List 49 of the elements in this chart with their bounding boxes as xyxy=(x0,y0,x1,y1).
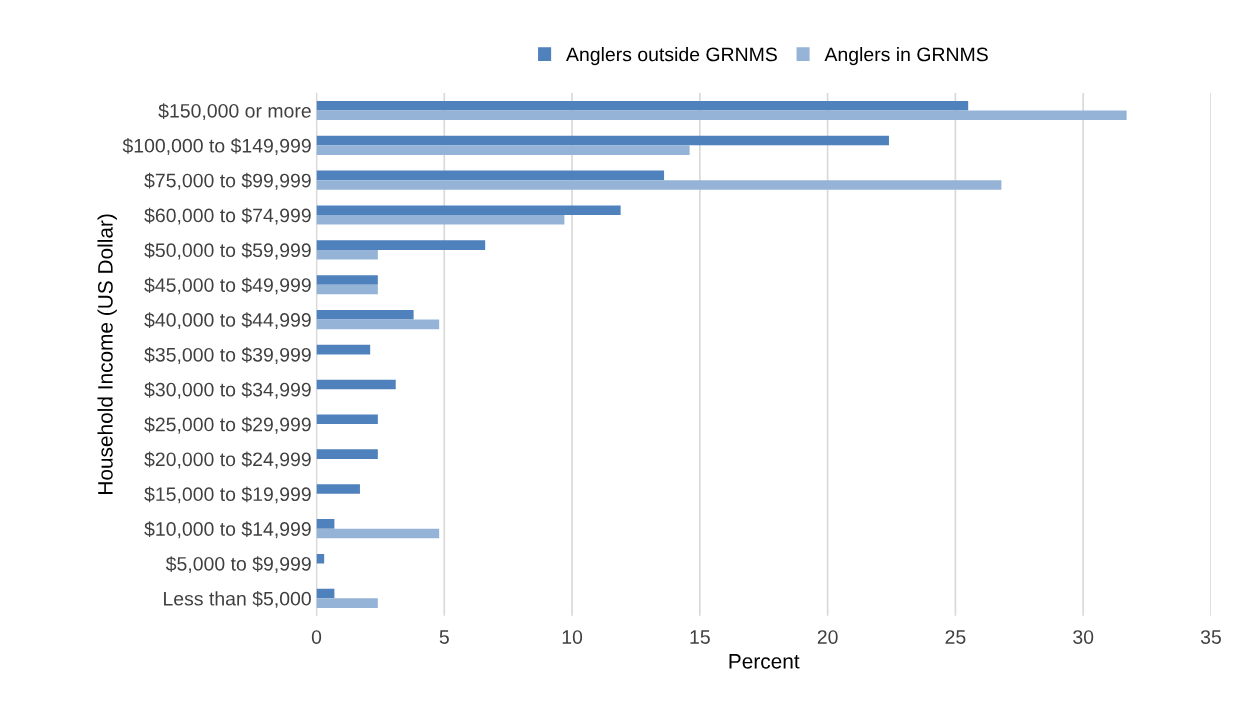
bar xyxy=(316,598,378,608)
bar xyxy=(316,379,396,390)
bar xyxy=(316,180,1002,190)
bar xyxy=(316,484,360,494)
y-axis-title: Household Income (US Dollar) xyxy=(97,214,117,494)
y-tick-label: $100,000 to $149,999 xyxy=(122,138,311,155)
bar xyxy=(316,145,690,155)
y-tick-label: $25,000 to $29,999 xyxy=(144,416,311,434)
y-tick-label: $45,000 to $49,999 xyxy=(144,277,311,295)
y-tick-label: $40,000 to $44,999 xyxy=(144,312,311,330)
y-tick-label: $30,000 to $34,999 xyxy=(144,381,311,399)
bar xyxy=(316,284,378,295)
y-tick-label: Less than $5,000 xyxy=(164,590,311,608)
y-tick-label: $5,000 to $9,999 xyxy=(165,556,311,574)
bar xyxy=(316,110,1127,121)
x-tick-label: 35 xyxy=(1200,630,1221,644)
y-tick-label: $150,000 or more xyxy=(158,103,311,121)
x-tick-label: 10 xyxy=(562,630,583,644)
bar xyxy=(316,215,565,225)
bar xyxy=(316,240,486,250)
y-tick-label: $35,000 to $39,999 xyxy=(144,347,311,364)
y-tick-label: $50,000 to $59,999 xyxy=(144,242,311,260)
bar xyxy=(316,519,335,529)
y-tick-label: $10,000 to $14,999 xyxy=(144,521,311,539)
y-tick-label: $75,000 to $99,999 xyxy=(144,172,311,190)
bar xyxy=(316,414,378,425)
y-tick-label: $60,000 to $74,999 xyxy=(144,207,311,225)
bar xyxy=(316,275,378,285)
x-tick-label: 30 xyxy=(1073,630,1094,644)
legend-label: Anglers in GRNMS xyxy=(824,47,988,66)
bar xyxy=(316,319,440,330)
x-tick-label: 0 xyxy=(311,630,322,644)
bar xyxy=(316,205,621,216)
legend-label: Anglers outside GRNMS xyxy=(566,47,777,66)
bar xyxy=(316,100,969,111)
bar xyxy=(316,249,378,260)
x-tick-label: 15 xyxy=(690,630,710,644)
x-axis-title: Percent xyxy=(729,654,800,669)
y-tick-label: $15,000 to $19,999 xyxy=(144,486,311,504)
bar xyxy=(316,135,889,146)
y-tick-label: $20,000 to $24,999 xyxy=(144,451,311,469)
bar xyxy=(316,449,378,459)
bar xyxy=(316,170,665,181)
bar xyxy=(316,309,414,320)
x-tick-label: 5 xyxy=(439,630,449,644)
x-tick-label: 25 xyxy=(945,630,966,644)
bar xyxy=(316,528,440,539)
bar xyxy=(316,344,371,355)
x-tick-label: 20 xyxy=(817,630,838,644)
